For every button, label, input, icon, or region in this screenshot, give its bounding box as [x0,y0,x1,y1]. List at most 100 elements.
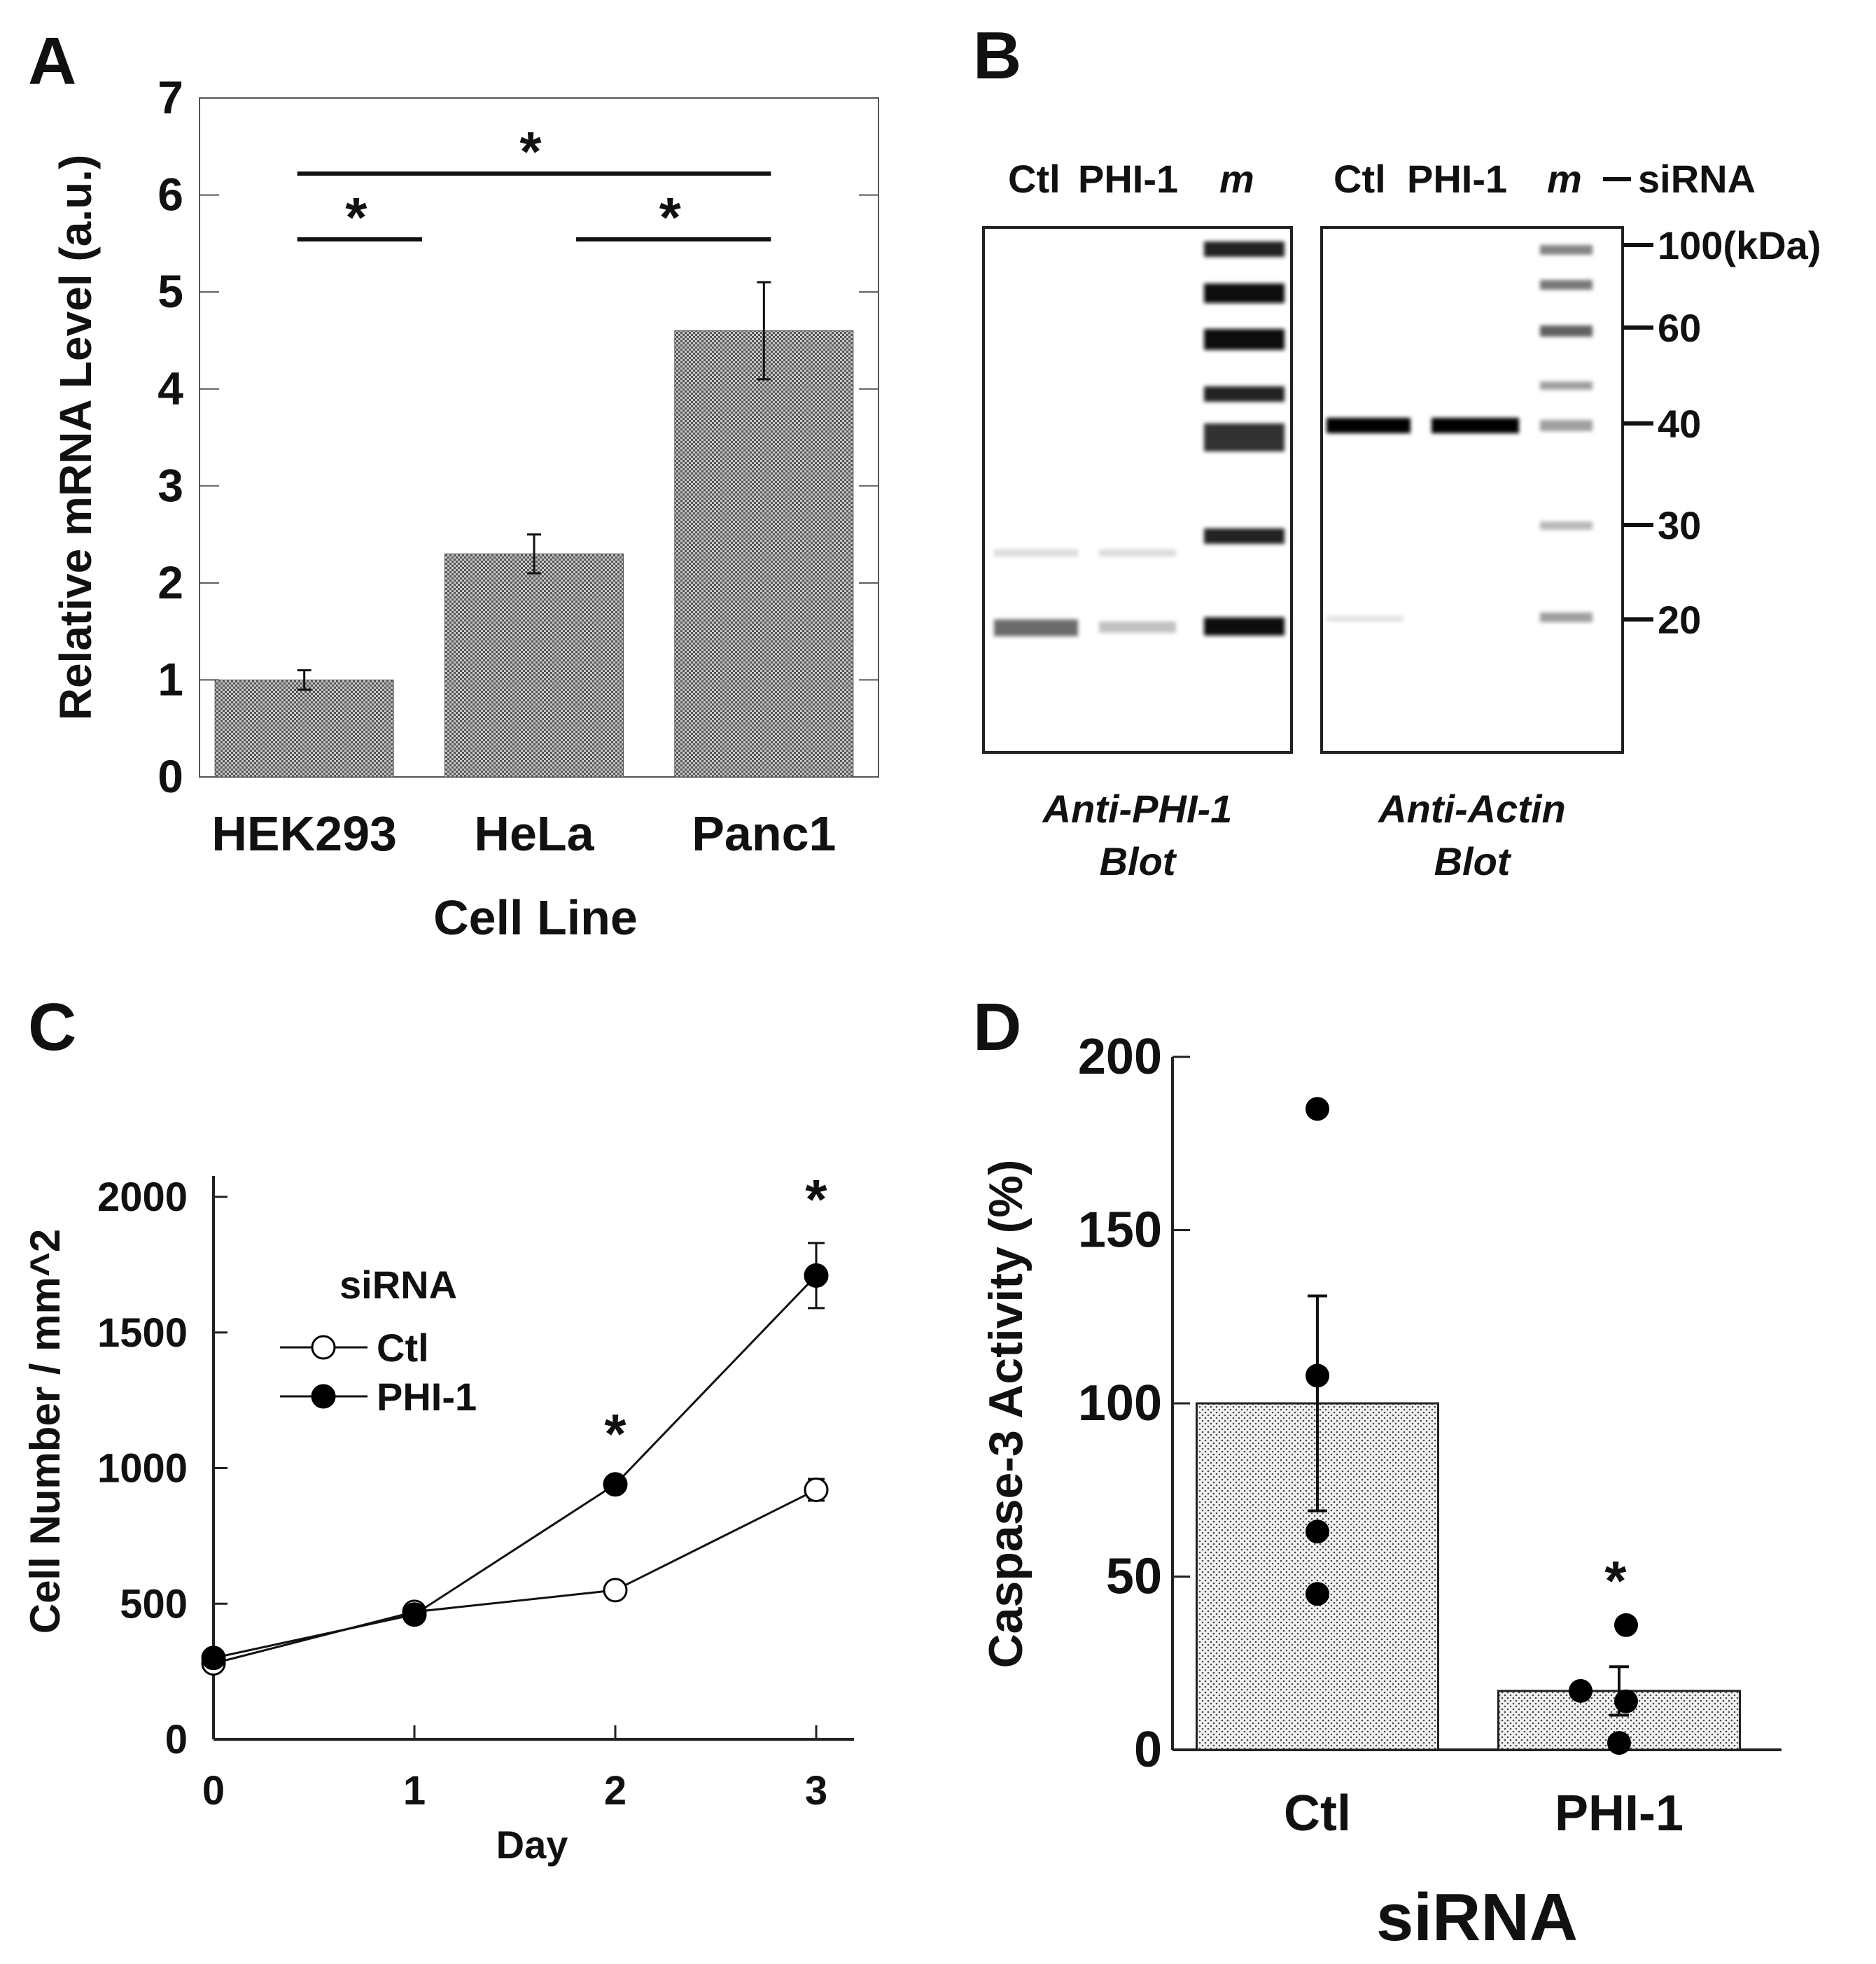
blot-sirna-label: siRNA [1638,157,1756,201]
blot-marker-30: 30 [1658,503,1701,547]
blot-marker-40: 40 [1658,402,1701,446]
panel-a-category-label: HeLa [474,806,594,861]
blot-marker-60: 60 [1658,306,1701,350]
panel-c-legend-label: PHI-1 [377,1375,477,1419]
panel-c-y-axis-label: Cell Number / mm^2 [22,1229,69,1634]
blot-marker-band-30 [1204,528,1284,544]
panel-a-category-label: HEK293 [211,806,397,861]
blot-marker2-band-40 [1540,420,1592,431]
panel-label-a: A [28,24,76,99]
panel-d-y-tick-label: 200 [1078,1029,1162,1085]
blot-lane-label-marker-left: m [1219,157,1254,201]
panel-a-bar [214,679,394,778]
panel-d-data-point [1607,1731,1631,1755]
blot-band-actin-phi1 [1432,418,1519,433]
panel-c-point-ctl [603,1578,628,1603]
blot-caption-anti-actin: Anti-Actin [1377,787,1566,831]
blot-marker-band-40 [1204,423,1284,451]
panel-a-y-tick-label: 7 [158,71,183,123]
blot-marker2-band-80 [1540,280,1592,290]
panel-c-point-phi-1 [804,1263,829,1288]
blot-caption-anti-actin-line2: Blot [1434,839,1512,883]
blot-lane-label-phi1-left: PHI-1 [1078,157,1178,201]
panel-a-y-tick-label: 2 [158,556,183,608]
panel-d-y-tick-label: 100 [1078,1375,1162,1431]
panel-d-data-point [1306,1097,1329,1121]
panel-label-b: B [973,18,1021,93]
blot-faint-band-right-ctl [1326,616,1404,622]
panel-a-bar [444,553,624,778]
blot-marker2-band-20 [1540,612,1592,622]
panel-d-data-point [1306,1582,1329,1606]
panel-a-significance-star: * [519,120,542,183]
blot-band-ctl-phi1 [994,619,1078,636]
blot-band-phi1-knockdown [1099,622,1176,633]
panel-c-legend-marker [311,1384,336,1409]
panel-a-chart: 0 1 2 3 4 5 6 7 HEK293 HeLa Panc1 * * * Cell Line R… [50,71,879,945]
blot-marker-20: 20 [1658,598,1701,642]
blot-caption-anti-phi1-line2: Blot [1100,839,1177,883]
panel-b-western-blot: Ctl PHI-1 m Ctl PHI-1 m siRNA [982,157,1821,883]
panel-c-series-line-phi-1 [213,1275,818,1660]
panel-c-y-tick-label: 1500 [97,1310,188,1356]
panel-a-y-tick-label: 1 [158,653,183,705]
panel-d-data-point [1614,1689,1638,1713]
panel-d-category-label: Ctl [1284,1786,1351,1842]
panel-c-legend-title: siRNA [340,1263,457,1307]
panel-label-c: C [28,990,76,1065]
panel-c-point-ctl [804,1478,829,1502]
blot-marker-ticks [1623,243,1653,622]
panel-c-point-phi-1 [402,1602,427,1627]
panel-c-x-tick-label: 3 [805,1768,827,1814]
panel-c-point-phi-1 [603,1472,628,1497]
blot-marker-band-20 [1204,617,1284,636]
panel-d-y-tick-label: 150 [1078,1202,1162,1258]
panel-a-x-axis-label: Cell Line [433,890,638,945]
blot-marker-band-100 [1204,241,1284,257]
blot-lane-label-phi1-right: PHI-1 [1407,157,1507,201]
panel-c-y-tick-label: 0 [165,1717,188,1762]
panel-c-legend-marker [311,1335,336,1360]
panel-d-data-point [1306,1520,1329,1544]
panel-d-y-axis-label: Caspase-3 Activity (%) [979,1160,1032,1669]
blot-band-actin-ctl [1326,418,1410,433]
panel-d-data-point [1614,1613,1638,1637]
blot-faint-band-phi1 [1099,549,1176,556]
panel-c-point-phi-1 [201,1646,226,1671]
panel-c-y-tick-label: 2000 [97,1174,188,1220]
panel-a-bar [674,330,854,778]
blot-lane-label-ctl-right: Ctl [1334,157,1386,201]
blot-marker2-band-100 [1540,245,1592,255]
panel-a-significance-star: * [659,186,682,248]
panel-d-y-tick-label: 0 [1134,1722,1162,1778]
blot-marker2-band-30 [1540,521,1592,530]
panel-c-x-tick-label: 2 [604,1768,626,1814]
panel-d-significance-star: * [1604,1550,1627,1612]
blot-marker2-band-50 [1540,381,1592,390]
panel-a-y-tick-label: 3 [158,459,183,511]
panel-a-category-label: Panc1 [692,806,836,861]
blot-membrane-anti-actin [1320,226,1624,754]
blot-marker2-band-60 [1540,325,1592,337]
panel-d-category-label: PHI-1 [1555,1786,1684,1842]
panel-c-legend-label: Ctl [377,1326,429,1370]
blot-caption-anti-phi1: Anti-PHI-1 [1042,787,1233,831]
panel-a-y-tick-label: 0 [158,750,183,802]
panel-a-significance-star: * [345,186,368,248]
panel-c-x-tick-label: 1 [403,1768,426,1814]
panel-a-y-tick-label: 6 [158,169,183,220]
panel-label-d: D [973,990,1021,1065]
blot-faint-band-ctl [994,549,1078,556]
panel-a-y-axis-label: Relative mRNA Level (a.u.) [50,155,101,721]
panel-a-y-tick-label: 5 [158,265,183,317]
panel-c-significance-star: * [805,1168,827,1230]
panel-c-y-tick-label: 500 [120,1581,188,1627]
blot-marker-100: 100(kDa) [1658,223,1821,267]
blot-lane-label-marker-right: m [1547,157,1582,201]
panel-c-chart: 0 500 1000 1500 2000 0 1 2 3 * * siRNA Ctl PHI-1 D… [22,1168,854,1867]
panel-d-data-point [1306,1363,1329,1388]
blot-membrane-anti-phi1 [982,226,1293,754]
panel-a-y-tick-label: 4 [158,363,183,414]
panel-c-significance-star: * [604,1403,626,1465]
panel-c-y-tick-label: 1000 [97,1446,188,1492]
